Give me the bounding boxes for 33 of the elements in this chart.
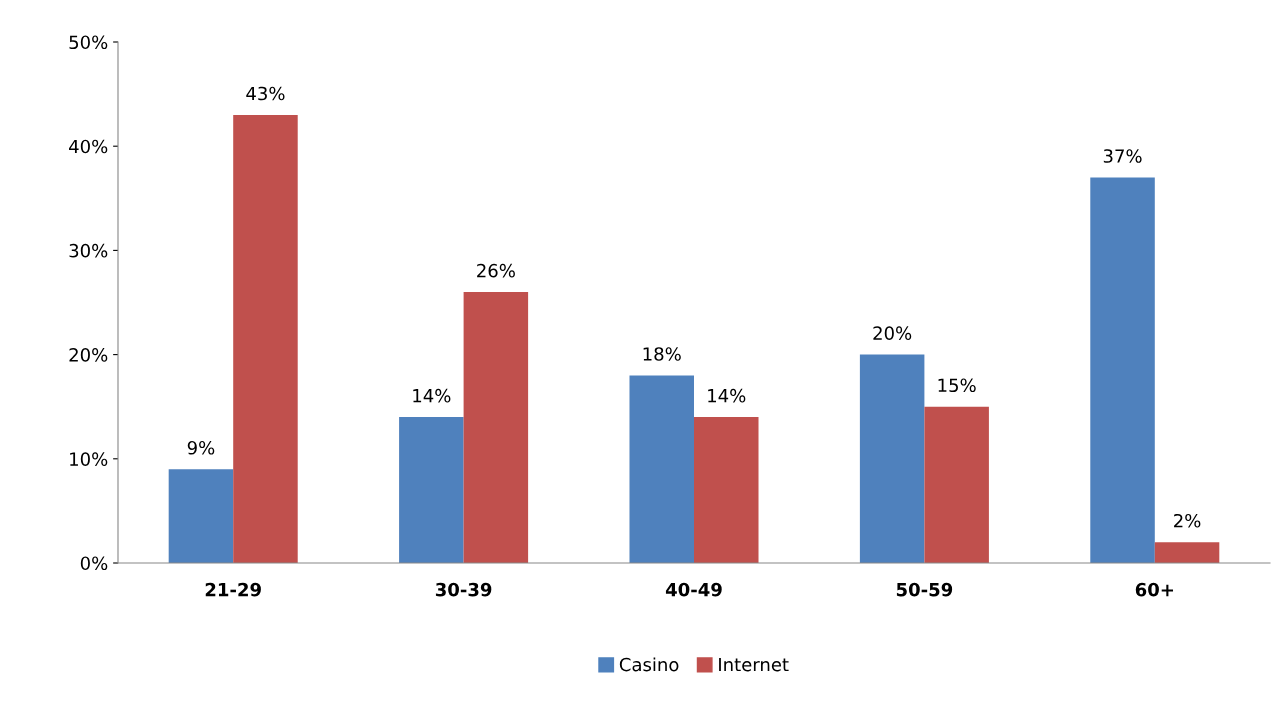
- data-label: 18%: [643, 347, 681, 361]
- y-tick-label: 10%: [70, 452, 108, 466]
- bar: [463, 292, 529, 563]
- x-tick-label: 50-59: [896, 582, 953, 597]
- legend-label: Casino: [619, 657, 679, 672]
- data-label: 43%: [246, 86, 285, 101]
- y-tick-label: 0%: [80, 556, 108, 571]
- y-tick-label: 50%: [69, 35, 108, 50]
- data-label: 9%: [187, 440, 215, 455]
- data-label: 37%: [1103, 149, 1142, 163]
- bar: [1090, 177, 1155, 563]
- y-tick-label: 40%: [69, 139, 108, 154]
- data-label: 2%: [1174, 513, 1201, 528]
- bar: [168, 469, 234, 563]
- x-tick-label: 60+: [1135, 582, 1174, 597]
- data-label: 14%: [708, 388, 746, 403]
- y-tick-label: 20%: [69, 348, 108, 362]
- legend-label: Internet: [719, 657, 789, 672]
- data-label: 14%: [413, 388, 451, 403]
- data-label: 15%: [938, 378, 976, 393]
- bar: [629, 375, 694, 563]
- bar: [859, 354, 925, 563]
- data-label: 26%: [477, 263, 515, 278]
- x-tick-label: 30-39: [435, 582, 492, 597]
- bar: [399, 417, 464, 563]
- bar: [1154, 542, 1220, 563]
- x-tick-label: 21-29: [205, 582, 261, 597]
- x-tick-label: 40-49: [665, 582, 722, 597]
- y-tick-label: 30%: [69, 243, 108, 258]
- data-label: 20%: [873, 326, 912, 340]
- bar: [924, 406, 989, 563]
- bar: [694, 417, 759, 563]
- bar: [233, 114, 298, 563]
